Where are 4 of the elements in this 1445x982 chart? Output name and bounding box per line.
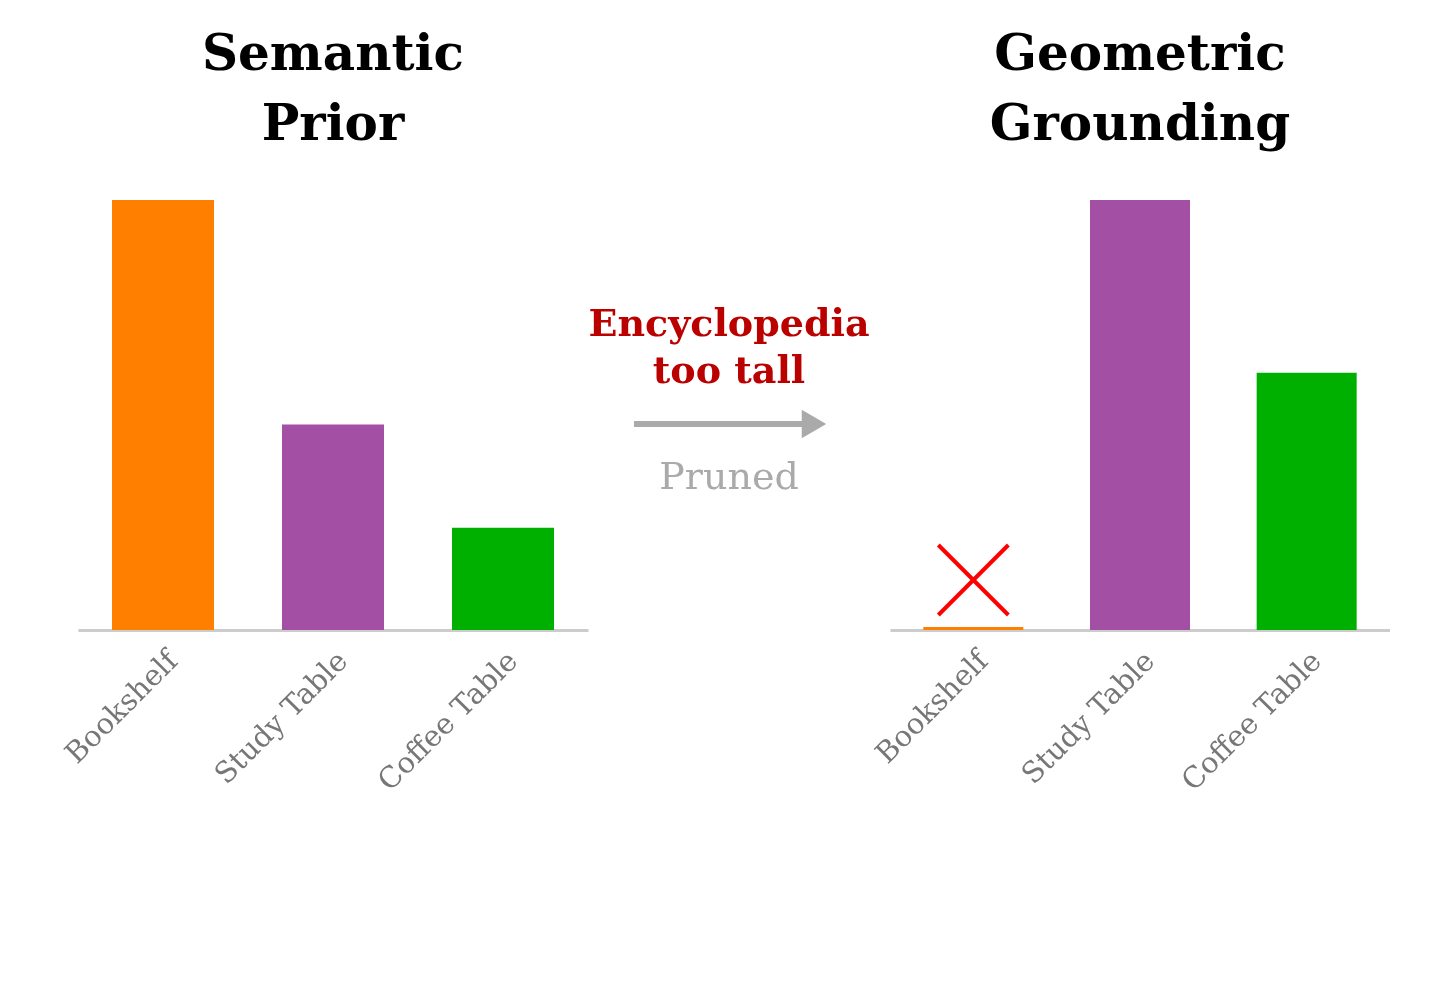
chart-title: Semantic Prior	[201, 23, 465, 152]
text: Pruned	[659, 454, 799, 498]
annotation: Encyclopedia too tall	[588, 300, 870, 392]
chart-title: Geometric Grounding	[989, 23, 1291, 152]
